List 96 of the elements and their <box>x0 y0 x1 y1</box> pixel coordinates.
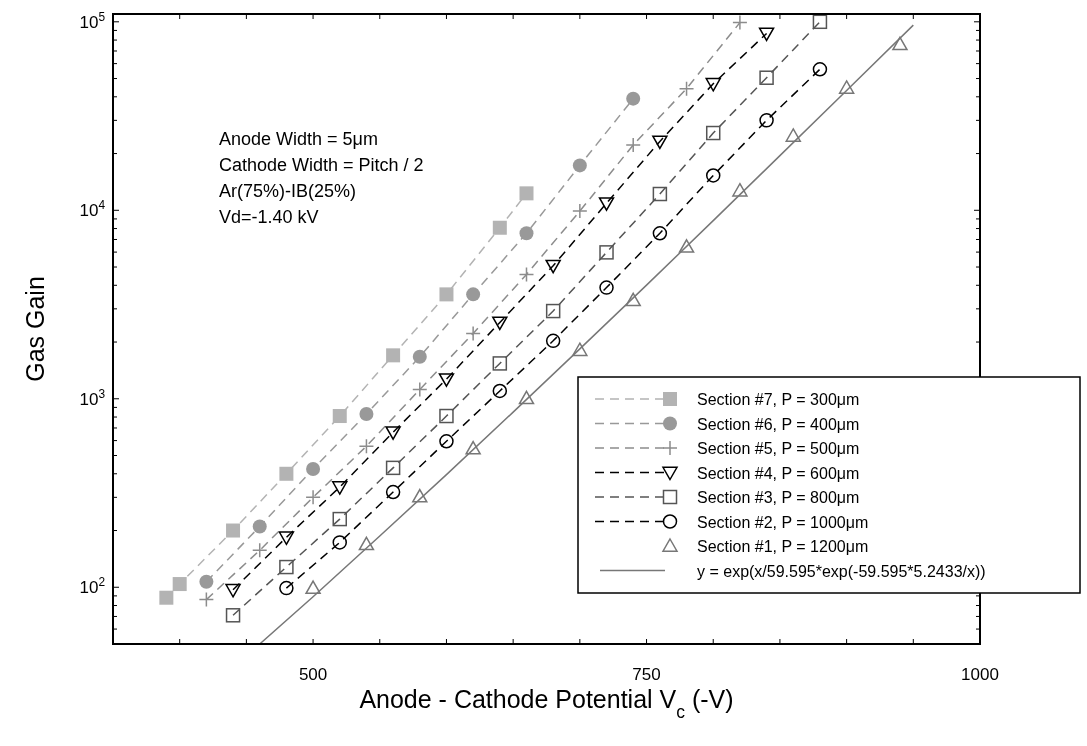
y-tick-label: 10$^{2}$ <box>79 575 106 598</box>
point <box>625 137 641 153</box>
legend-label: Section #6, P = 400μm <box>697 415 860 433</box>
point <box>626 91 641 106</box>
point <box>439 287 454 302</box>
point <box>625 292 641 307</box>
x-tick-label: 750 <box>632 665 661 684</box>
point <box>465 440 481 455</box>
point <box>705 125 721 141</box>
point <box>732 182 748 197</box>
annotation: Anode Width = 5μm <box>219 129 378 149</box>
point <box>599 245 614 260</box>
point <box>358 438 375 454</box>
legend-label: Section #7, P = 300μm <box>697 391 860 408</box>
point <box>438 373 455 387</box>
x-tick-label: 1000 <box>961 665 999 684</box>
point <box>759 70 774 85</box>
point <box>545 259 561 274</box>
point <box>492 356 508 371</box>
point <box>652 226 668 241</box>
point <box>492 220 507 235</box>
point <box>306 462 321 477</box>
point <box>359 407 374 422</box>
point <box>332 535 347 550</box>
legend-label: Section #4, P = 600μm <box>697 464 860 482</box>
y-axis-title: Gas Gain <box>21 276 49 382</box>
legend-label: Section #5, P = 500μm <box>697 440 860 457</box>
point <box>598 197 615 211</box>
point <box>252 519 267 534</box>
y-tick-label: 10$^{5}$ <box>79 9 106 32</box>
point <box>838 80 855 94</box>
point <box>412 349 427 364</box>
point <box>572 203 588 219</box>
point <box>812 14 828 30</box>
point <box>758 27 775 42</box>
point <box>251 542 268 559</box>
annotation: Ar(75%)-IB(25%) <box>219 181 357 201</box>
point <box>159 590 174 605</box>
point <box>385 484 401 500</box>
legend-label: Section #1, P = 1200μm <box>697 538 869 555</box>
legend-label: y = exp(x/59.595*exp(-59.595*5.2433/x)) <box>697 562 986 580</box>
y-tick-label: 10$^{3}$ <box>79 386 106 409</box>
point <box>519 186 534 201</box>
point <box>545 333 561 349</box>
point <box>439 408 454 424</box>
point <box>572 342 588 357</box>
legend-label: Section #2, P = 1000μm <box>697 513 869 531</box>
point <box>332 409 347 424</box>
point <box>492 383 508 399</box>
point <box>518 266 535 283</box>
point <box>279 580 294 596</box>
point <box>385 460 401 476</box>
x-axis-title: Anode - Cathode Potential V$_{c}$ (-V) <box>359 685 734 722</box>
point <box>199 574 214 589</box>
point <box>678 239 695 253</box>
point <box>492 316 508 331</box>
point <box>172 577 187 592</box>
annotation: Vd=-1.40 kV <box>219 207 319 227</box>
legend-label: Section #3, P = 800μm <box>697 489 860 506</box>
point <box>279 466 294 481</box>
point <box>759 113 774 128</box>
point <box>358 536 375 551</box>
point <box>439 434 454 449</box>
point <box>785 128 802 142</box>
point <box>572 158 587 173</box>
point <box>652 135 668 150</box>
point <box>465 325 481 342</box>
point <box>678 80 695 97</box>
point <box>305 580 321 595</box>
x-tick-label: 500 <box>298 665 328 684</box>
point <box>225 583 241 598</box>
y-tick-label: 10$^{4}$ <box>79 198 106 221</box>
point <box>412 488 428 503</box>
point <box>705 77 721 92</box>
point <box>278 531 295 546</box>
annotation: Cathode Width = Pitch / 2 <box>219 155 424 175</box>
point <box>332 481 348 495</box>
point <box>198 591 215 608</box>
point <box>599 280 614 295</box>
point <box>812 62 828 77</box>
point <box>412 381 428 398</box>
point <box>225 608 241 623</box>
point <box>652 186 668 202</box>
point <box>545 303 561 319</box>
point <box>466 287 481 302</box>
point <box>519 226 534 241</box>
point <box>518 390 535 405</box>
point <box>305 489 321 506</box>
point <box>892 36 908 51</box>
point <box>226 523 241 538</box>
point <box>386 348 401 363</box>
point <box>279 559 294 575</box>
point <box>385 426 401 440</box>
point <box>332 511 347 527</box>
point <box>732 14 748 31</box>
point <box>705 168 721 183</box>
